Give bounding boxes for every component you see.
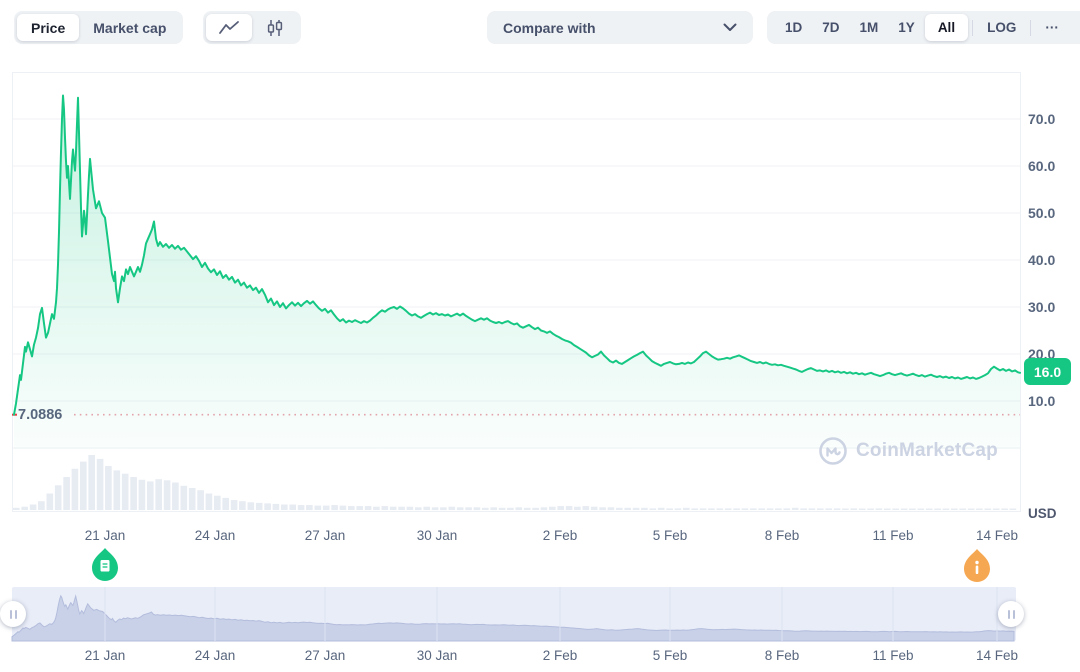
compare-with-dropdown[interactable]: Compare with: [487, 11, 753, 44]
watermark: CoinMarketCap: [818, 436, 998, 466]
x-tick-30jan: 30 Jan: [416, 528, 458, 543]
nav-tick-30jan: 30 Jan: [416, 648, 458, 663]
all-time-low-label: 7.0886: [18, 407, 63, 423]
coinmarketcap-logo-icon: [819, 437, 847, 465]
x-tick-5feb: 5 Feb: [652, 528, 688, 543]
info-marker-icon: [975, 560, 979, 574]
price-area-fill: [14, 95, 1020, 449]
chart-type-toggle-group: [203, 11, 301, 44]
current-price-badge: 16.0: [1024, 358, 1071, 385]
plot-border: [12, 72, 1021, 512]
chevron-down-icon: [723, 23, 737, 31]
metric-toggle-group: Price Market cap: [14, 11, 184, 44]
y-tick-30: 30.0: [1028, 299, 1056, 315]
candlestick-icon: [267, 19, 283, 36]
range-1m-button[interactable]: 1M: [859, 20, 879, 35]
range-all-button[interactable]: All: [924, 14, 969, 41]
nav-tick-5feb: 5 Feb: [652, 648, 688, 663]
navigator-left-handle[interactable]: [0, 601, 26, 627]
candlestick-chart-button[interactable]: [252, 14, 298, 41]
range-button-group: 1D 7D 1M 1Y All LOG ···: [767, 11, 1080, 44]
x-tick-24jan: 24 Jan: [194, 528, 236, 543]
divider: [1030, 19, 1032, 36]
range-1y-button[interactable]: 1Y: [898, 20, 915, 35]
line-chart-icon: [219, 20, 239, 34]
navigator-gridlines: [104, 587, 998, 641]
nav-tick-24jan: 24 Jan: [194, 648, 236, 663]
y-tick-50: 50.0: [1028, 205, 1056, 221]
nav-tick-2feb: 2 Feb: [542, 648, 578, 663]
nav-tick-8feb: 8 Feb: [764, 648, 800, 663]
market-cap-tab[interactable]: Market cap: [93, 19, 167, 36]
x-tick-27jan: 27 Jan: [304, 528, 346, 543]
currency-unit-label: USD: [1028, 506, 1057, 521]
info-event-marker[interactable]: [962, 548, 992, 582]
divider: [972, 19, 974, 36]
y-tick-70: 70.0: [1028, 111, 1056, 127]
price-line: [13, 94, 1021, 416]
y-tick-10: 10.0: [1028, 393, 1056, 409]
price-tab[interactable]: Price: [17, 14, 80, 41]
nav-tick-21jan: 21 Jan: [84, 648, 126, 663]
navigator-right-handle[interactable]: [998, 601, 1024, 627]
x-tick-8feb: 8 Feb: [764, 528, 800, 543]
navigator-strip[interactable]: [11, 587, 1016, 642]
watermark-text: CoinMarketCap: [856, 440, 998, 461]
navigator-area: [11, 594, 1015, 642]
y-tick-60: 60.0: [1028, 158, 1056, 174]
volume-bars: [13, 455, 1017, 511]
nav-tick-14feb: 14 Feb: [975, 648, 1019, 663]
more-options-button[interactable]: ···: [1045, 20, 1059, 35]
x-tick-2feb: 2 Feb: [542, 528, 578, 543]
nav-tick-27jan: 27 Jan: [304, 648, 346, 663]
x-tick-21jan: 21 Jan: [84, 528, 126, 543]
news-event-marker[interactable]: [90, 547, 120, 581]
x-tick-11feb: 11 Feb: [872, 528, 914, 543]
news-marker-icon: [100, 560, 110, 572]
log-scale-button[interactable]: LOG: [987, 20, 1017, 35]
y-tick-40: 40.0: [1028, 252, 1056, 268]
nav-tick-11feb: 11 Feb: [872, 648, 914, 663]
range-7d-button[interactable]: 7D: [822, 20, 840, 35]
x-tick-14feb: 14 Feb: [975, 528, 1019, 543]
line-chart-button[interactable]: [206, 14, 252, 41]
compare-with-label: Compare with: [503, 19, 596, 36]
range-1d-button[interactable]: 1D: [785, 20, 803, 35]
